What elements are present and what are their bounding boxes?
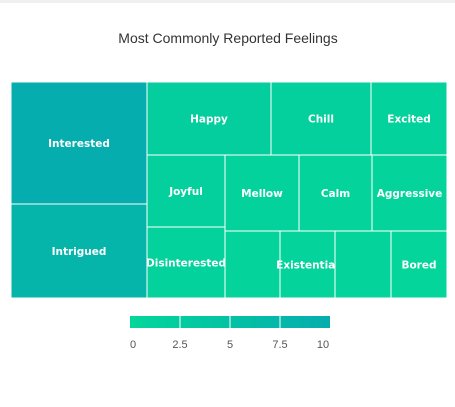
cell-label-chill: Chill	[308, 114, 334, 126]
treemap-cell-unlabeled[interactable]	[334, 230, 392, 299]
cell-label-excited: Excited	[387, 114, 430, 126]
treemap-cell-intrigued[interactable]	[10, 203, 148, 299]
cell-label-calm: Calm	[321, 188, 350, 200]
treemap-cells: Interested Intrigued Happy Chill Excited Joyf…	[10, 81, 448, 299]
cell-label-interested: Interested	[48, 138, 110, 150]
treemap-cell-unlabeled[interactable]	[224, 230, 281, 299]
chart-title: Most Commonly Reported Feelings	[118, 30, 337, 46]
treemap-cell-aggressive[interactable]	[371, 154, 448, 232]
treemap-cell-interested[interactable]	[10, 81, 148, 205]
cell-label-disinterested: Disinterested	[146, 258, 226, 270]
cell-label-existential: Existential	[276, 260, 339, 272]
top-border	[0, 0, 455, 3]
color-legend: 0 2.5 5 7.5 10	[130, 316, 330, 351]
treemap-cell-disinterested[interactable]	[146, 226, 226, 299]
cell-label-aggressive: Aggressive	[377, 188, 443, 200]
legend-tick-label: 0	[130, 339, 136, 351]
cell-label-bored: Bored	[401, 260, 436, 272]
legend-tick-label: 10	[317, 339, 329, 351]
treemap-cell-existential[interactable]	[279, 230, 336, 299]
legend-tick-label: 7.5	[272, 339, 287, 351]
legend-tick-label: 5	[227, 339, 233, 351]
cell-label-joyful: Joyful	[168, 186, 203, 198]
legend-tick-label: 2.5	[172, 339, 187, 351]
cell-label-mellow: Mellow	[241, 188, 283, 200]
treemap-cell-bored[interactable]	[390, 230, 448, 299]
cell-label-happy: Happy	[190, 114, 228, 126]
treemap-cell-calm[interactable]	[298, 154, 373, 232]
cell-label-intrigued: Intrigued	[52, 246, 107, 258]
